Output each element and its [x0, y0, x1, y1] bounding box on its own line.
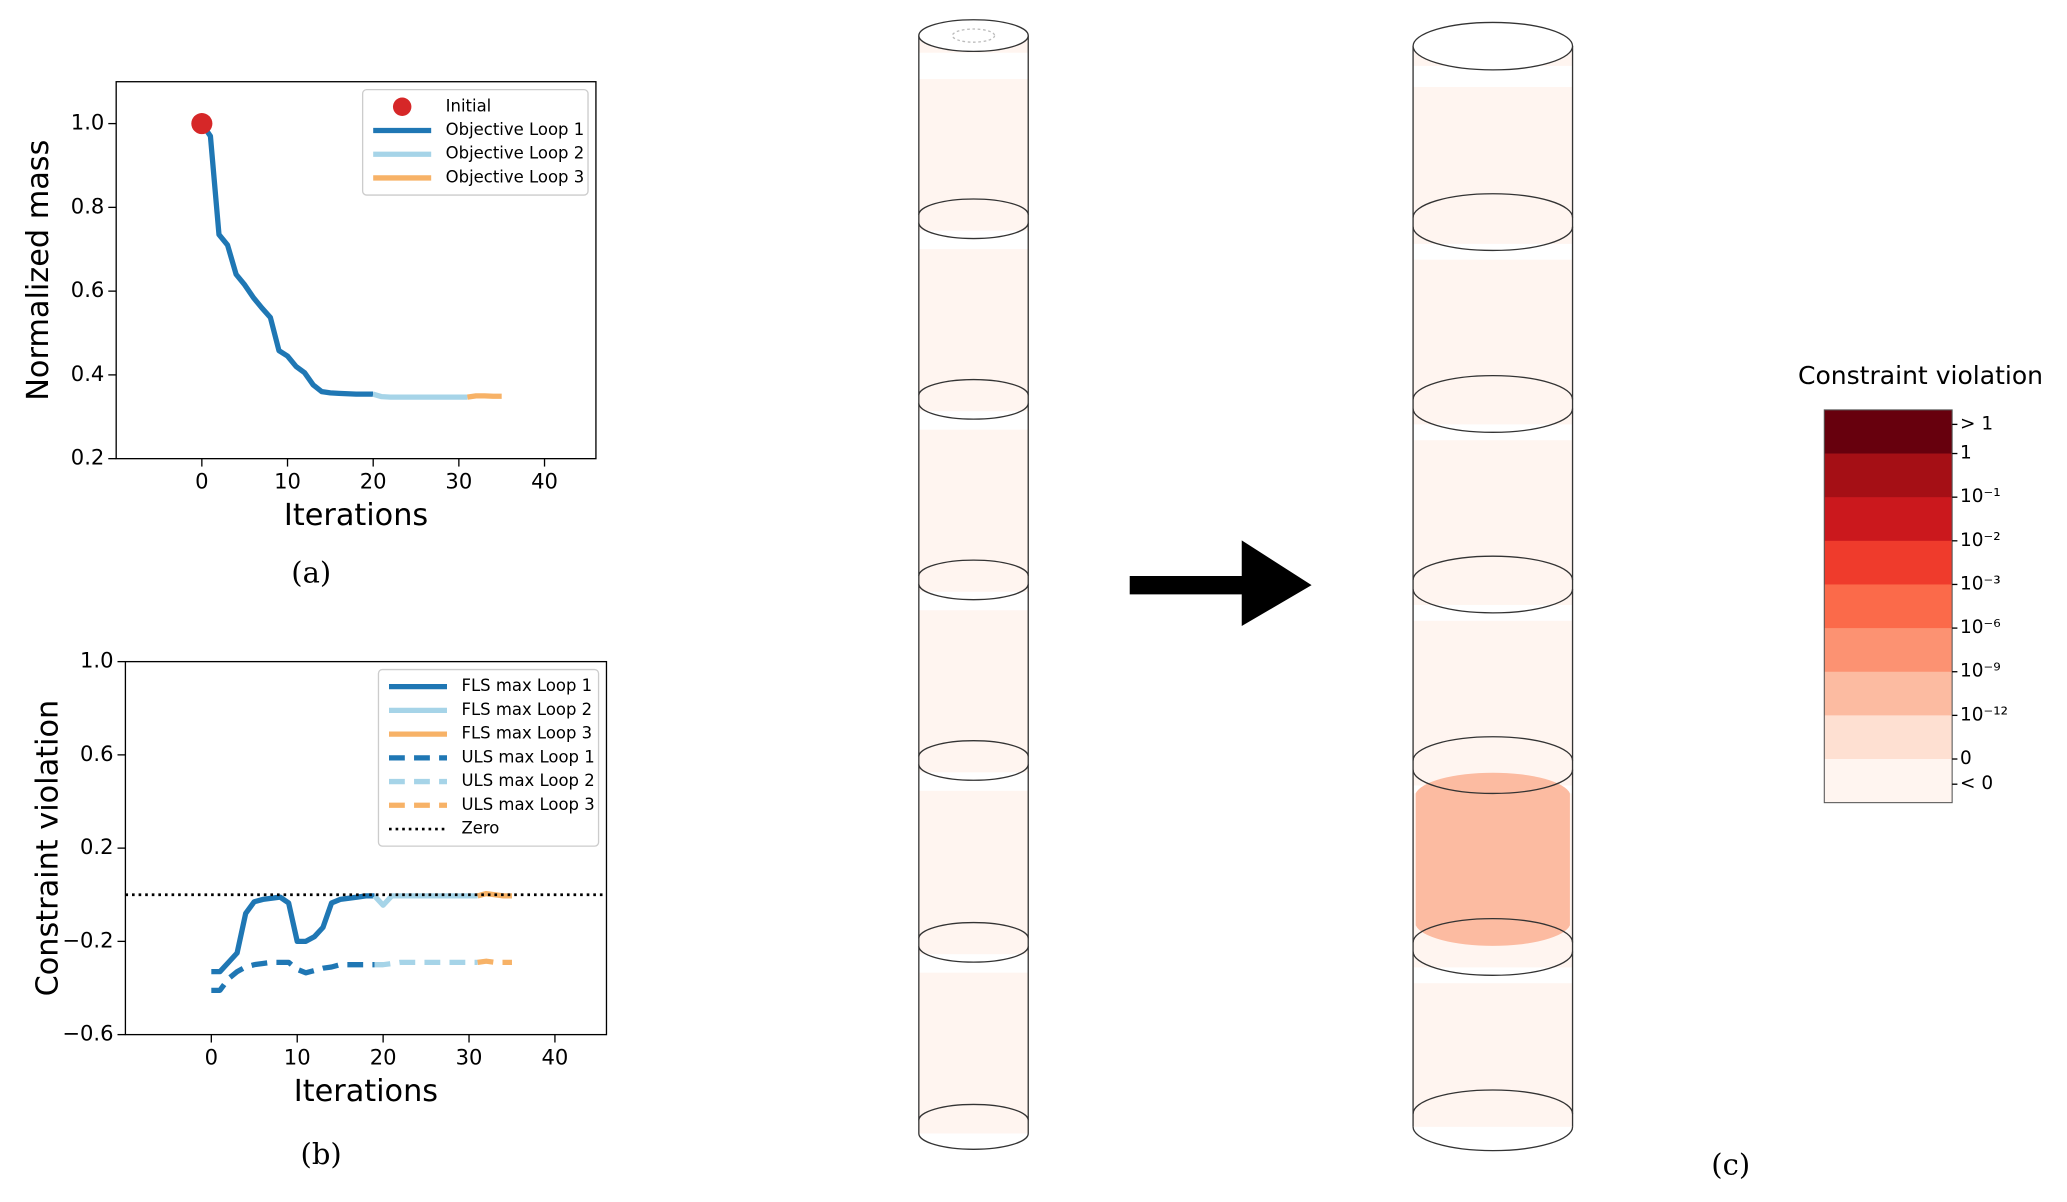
y-tick-label: 0.4: [71, 361, 105, 386]
marker: [191, 113, 213, 135]
x-tick-label: 30: [456, 1044, 483, 1069]
colorbar-frame: [1823, 409, 1953, 804]
line-series: [477, 958, 512, 965]
caption: (b): [301, 1137, 342, 1171]
legend-label: Objective Loop 3: [446, 167, 585, 186]
y-tick-label: 1.0: [80, 648, 114, 673]
colorbar-label: 10⁻¹: [1960, 486, 2001, 507]
y-tick-label: 0.6: [80, 741, 114, 766]
x-tick-label: 30: [445, 468, 472, 493]
legend-label: Initial: [446, 96, 492, 115]
legend-label: FLS max Loop 1: [461, 676, 592, 695]
y-tick-label: 0.2: [80, 834, 114, 859]
caption: (c): [1711, 1147, 1750, 1181]
line-series: [467, 393, 502, 400]
colorbar-band: [1824, 628, 1953, 673]
colorbar-title: Constraint violation: [1798, 361, 2043, 390]
y-tick-label: 0.6: [71, 277, 105, 302]
x-tick-label: 10: [284, 1044, 311, 1069]
legend-box: [361, 88, 589, 196]
colorbar-band: [1824, 759, 1953, 804]
colorbar-label: 10⁻¹²: [1960, 704, 2008, 725]
legend-label: FLS max Loop 2: [461, 700, 592, 719]
x-tick-label: 40: [542, 1044, 569, 1069]
x-tick-label: 10: [274, 468, 301, 493]
x-tick-label: 0: [205, 1044, 218, 1069]
x-tick-label: 20: [360, 468, 387, 493]
x-axis-label: Iterations: [294, 1074, 438, 1109]
legend-label: Objective Loop 1: [446, 120, 585, 139]
colorbar-band: [1824, 584, 1953, 629]
y-tick-label: −0.2: [62, 927, 113, 952]
colorbar-label: 10⁻³: [1960, 573, 2001, 594]
legend-label: Zero: [461, 819, 499, 838]
colorbar-label: 10⁻⁶: [1960, 617, 2001, 638]
plot-frame: [124, 660, 608, 1036]
line-series: [199, 122, 374, 397]
colorbar-band: [1824, 497, 1953, 542]
colorbar-band: [1824, 540, 1953, 585]
line-series: [372, 391, 468, 400]
colorbar-label: 10⁻²: [1960, 530, 2001, 551]
line-series: [211, 959, 375, 993]
legend-label: ULS max Loop 1: [461, 747, 594, 766]
colorbar-label: > 1: [1960, 413, 1993, 434]
colorbar-band: [1824, 453, 1953, 498]
legend-label: ULS max Loop 3: [461, 795, 594, 814]
y-tick-label: 1.0: [71, 110, 105, 135]
colorbar-band: [1824, 409, 1953, 454]
line-series: [372, 893, 478, 908]
arrow: [1129, 540, 1312, 627]
line-series: [211, 893, 375, 975]
colorbar-label: 1: [1960, 443, 1972, 464]
x-tick-label: 0: [195, 468, 208, 493]
legend-box: [377, 668, 600, 847]
legend-label: ULS max Loop 2: [461, 771, 594, 790]
y-tick-label: 0.2: [71, 445, 105, 470]
colorbar-label: < 0: [1960, 773, 1993, 794]
y-tick-label: −0.6: [62, 1021, 113, 1046]
y-tick-label: 0.8: [71, 193, 105, 218]
legend-label: Objective Loop 2: [446, 144, 585, 163]
colorbar-band: [1824, 715, 1953, 760]
plot-frame: [115, 81, 597, 460]
colorbar-label: 0: [1960, 748, 1972, 769]
colorbar-band: [1824, 671, 1953, 716]
x-tick-label: 20: [370, 1044, 397, 1069]
colorbar-label: 10⁻⁹: [1960, 661, 2001, 682]
x-axis-label: Iterations: [284, 498, 428, 533]
legend-label: FLS max Loop 3: [461, 724, 592, 743]
legend-marker: [392, 97, 412, 116]
y-axis-label: Constraint violation: [30, 700, 65, 997]
x-tick-label: 40: [531, 468, 558, 493]
tower-before: [918, 19, 1029, 1150]
line-series: [374, 959, 478, 968]
caption: (a): [291, 556, 331, 590]
y-axis-label: Normalized mass: [21, 140, 56, 401]
tower-after: [1412, 21, 1574, 1152]
